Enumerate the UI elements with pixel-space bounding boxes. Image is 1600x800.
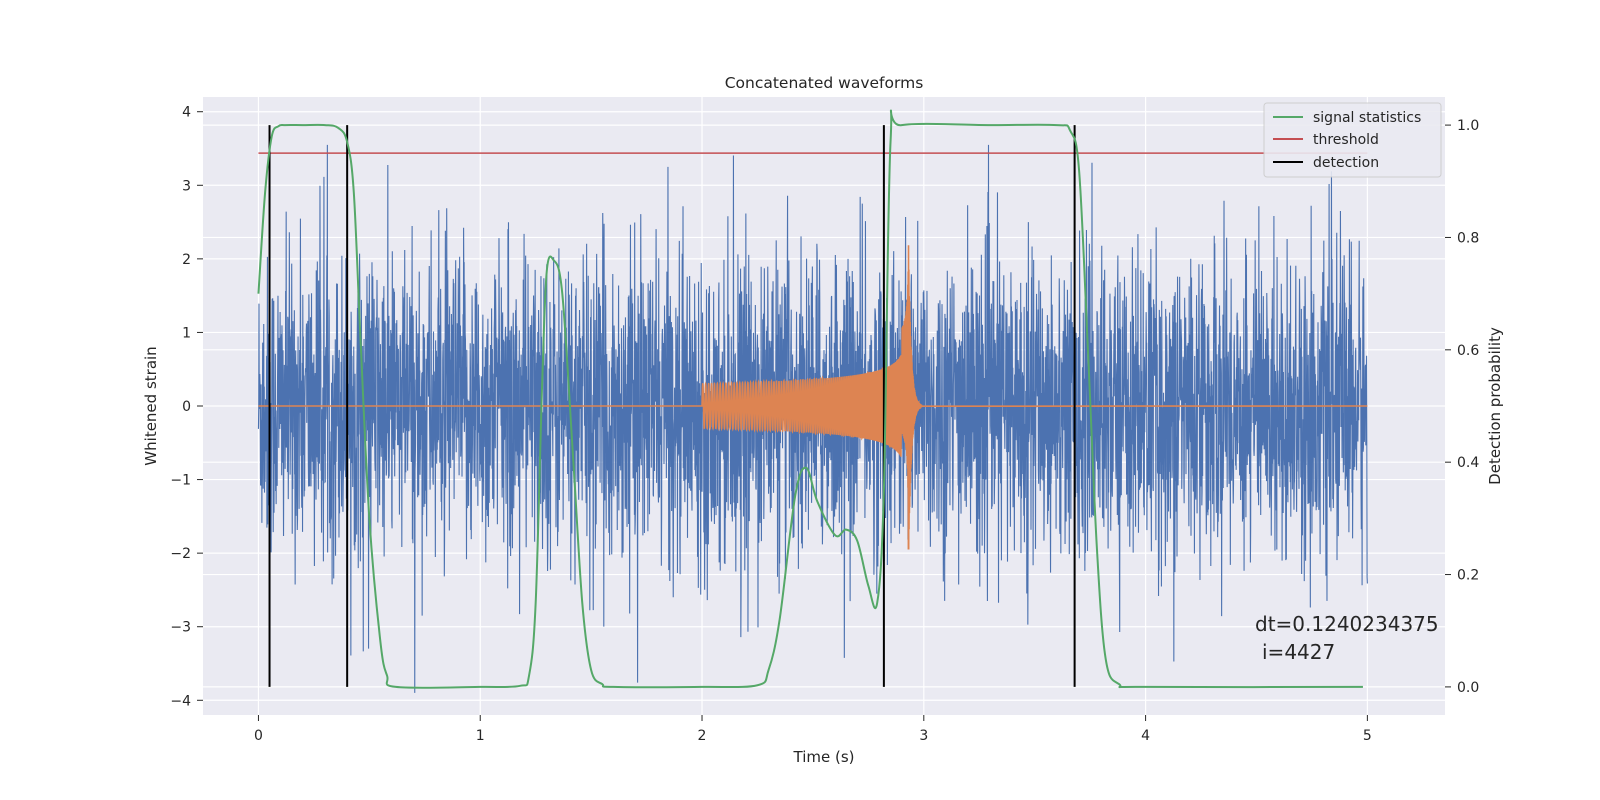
- y-tick-label: −1: [170, 473, 191, 489]
- y2-axis-title: Detection probability: [1486, 327, 1504, 485]
- legend-label-signal-statistics: signal statistics: [1313, 110, 1421, 126]
- x-tick-label: 0: [254, 728, 263, 744]
- y-tick-label: 3: [182, 178, 191, 194]
- y-axis-title: Whitened strain: [142, 346, 160, 465]
- y-tick-label: −4: [170, 693, 191, 709]
- y-axis-right: 0.0 0.2 0.4 0.6 0.8 1.0: [1445, 118, 1479, 696]
- x-axis-title: Time (s): [793, 748, 855, 766]
- y2-tick-label: 0.8: [1457, 230, 1479, 246]
- y-tick-label: −3: [170, 620, 191, 636]
- data-layer: [257, 109, 1368, 693]
- series-signal-statistics-line: [257, 109, 1363, 689]
- y2-tick-label: 0.4: [1457, 455, 1479, 471]
- series-whitened-strain-line: [257, 144, 1368, 693]
- x-tick-label: 5: [1363, 728, 1372, 744]
- x-tick-label: 3: [919, 728, 928, 744]
- y-tick-label: 1: [182, 325, 191, 341]
- x-tick-label: 1: [476, 728, 485, 744]
- y2-tick-label: 0.6: [1457, 343, 1479, 359]
- chart-title: Concatenated waveforms: [725, 74, 924, 92]
- legend-box: [1263, 102, 1442, 178]
- y-tick-label: 0: [182, 399, 191, 415]
- y-tick-label: −2: [170, 546, 191, 562]
- x-tick-label: 2: [698, 728, 707, 744]
- x-axis: 0 1 2 3 4 5: [254, 715, 1372, 744]
- legend: signal statistics threshold detection: [1263, 102, 1442, 178]
- x-tick-label: 4: [1141, 728, 1150, 744]
- y-tick-label: 2: [182, 252, 191, 268]
- annotation-i: i=4427: [1262, 640, 1335, 664]
- y2-tick-label: 0.0: [1457, 680, 1479, 696]
- legend-label-threshold: threshold: [1313, 132, 1379, 148]
- annotation-dt: dt=0.1240234375: [1255, 612, 1439, 636]
- y2-tick-label: 0.2: [1457, 568, 1479, 584]
- y-tick-label: 4: [182, 105, 191, 121]
- legend-label-detection: detection: [1313, 155, 1379, 171]
- y2-tick-label: 1.0: [1457, 118, 1479, 134]
- y-axis-left: −4 −3 −2 −1 0 1 2 3 4: [170, 105, 203, 709]
